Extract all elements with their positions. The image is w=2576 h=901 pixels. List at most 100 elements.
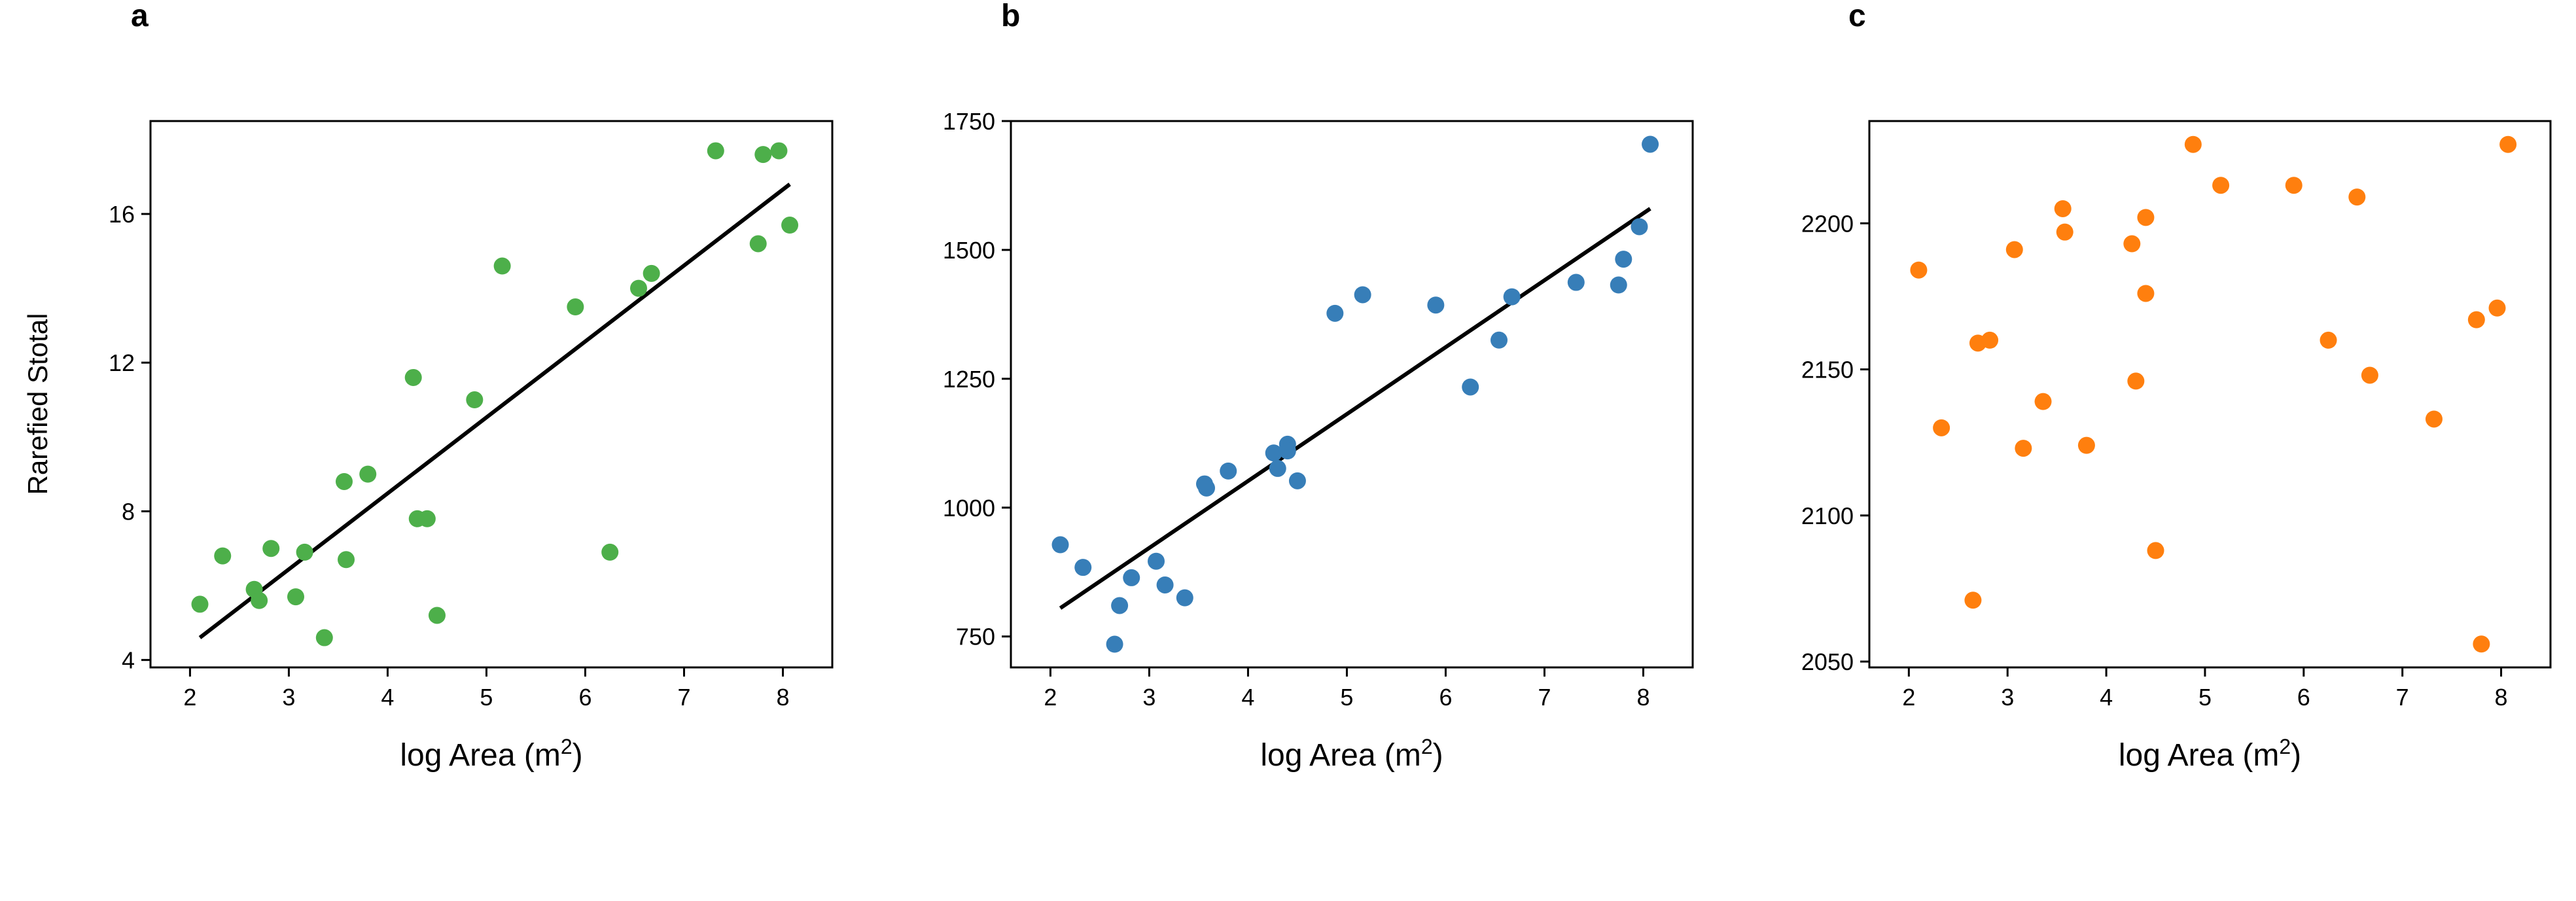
x-tick-label: 6	[2297, 684, 2310, 711]
data-point	[418, 510, 436, 527]
plot-frame	[1868, 120, 2552, 669]
x-tick-label: 7	[677, 684, 690, 711]
data-point	[1933, 419, 1950, 436]
data-point	[2123, 235, 2141, 253]
data-point	[1147, 552, 1165, 570]
y-tick-label: 2200	[1801, 210, 1854, 237]
data-point	[643, 264, 660, 282]
data-point	[338, 551, 355, 569]
data-point	[1491, 331, 1508, 349]
data-point	[1503, 288, 1521, 306]
trend-line	[198, 183, 791, 639]
data-point	[251, 592, 268, 609]
data-point	[2467, 311, 2485, 328]
data-point	[2473, 635, 2490, 653]
data-point	[2005, 241, 2023, 258]
data-point	[214, 547, 232, 565]
x-tick-label: 4	[2100, 684, 2113, 711]
data-point	[2137, 285, 2155, 302]
data-point	[2015, 440, 2032, 457]
panel-b: b 2 3 4 5 6 7 8 750 1000 1250 1500 1750 log Area (m2)	[943, 0, 1694, 773]
panel-c: c 2 3 4 5 6 7 8 2050 2100 2150 2200 log Area (m2)	[1801, 0, 2552, 773]
y-tick-label: 12	[109, 349, 135, 376]
y-tick-label: 2050	[1801, 648, 1854, 675]
y-tick-label: 1250	[943, 366, 995, 393]
panel-letter: c	[1848, 0, 1866, 33]
data-point	[749, 235, 767, 253]
y-tick-label: 4	[122, 647, 135, 674]
y-tick-label: 1750	[943, 108, 995, 135]
x-axis-label: log Area (m2)	[400, 735, 582, 773]
data-point	[567, 298, 584, 316]
plot-frame	[1010, 120, 1694, 669]
data-point	[2056, 223, 2073, 241]
data-point	[2425, 410, 2443, 428]
data-point	[2348, 188, 2366, 206]
x-tick-label: 3	[2001, 684, 2014, 711]
data-point	[296, 543, 313, 561]
data-point	[707, 142, 724, 160]
panel-letter: b	[1001, 0, 1020, 33]
y-tick-label: 2100	[1801, 503, 1854, 529]
x-tick-label: 6	[578, 684, 591, 711]
x-tick-label: 4	[381, 684, 394, 711]
data-point	[2054, 200, 2072, 217]
data-point	[2184, 135, 2202, 153]
x-tick-label: 5	[2198, 684, 2212, 711]
data-point	[1074, 559, 1092, 576]
data-point	[1111, 597, 1129, 614]
y-tick-label: 750	[956, 624, 995, 650]
data-point	[1265, 444, 1282, 462]
data-point	[262, 540, 280, 557]
y-tick-label: 1000	[943, 495, 995, 521]
data-point	[1631, 218, 1648, 236]
data-point	[2147, 542, 2164, 559]
x-axis-label: log Area (m2)	[1260, 735, 1443, 773]
data-point	[1462, 378, 1479, 396]
x-tick-label: 2	[183, 684, 196, 711]
data-point	[1427, 296, 1445, 314]
data-point	[1051, 536, 1069, 554]
data-point	[1642, 135, 1659, 153]
x-tick-label: 7	[2396, 684, 2409, 711]
data-point	[1269, 459, 1286, 477]
x-tick-label: 2	[1902, 684, 1915, 711]
data-point	[2499, 135, 2517, 153]
data-point	[1326, 304, 1344, 322]
x-tick-label: 2	[1044, 684, 1057, 711]
x-tick-label: 4	[1241, 684, 1254, 711]
data-point	[404, 368, 422, 386]
data-point	[1981, 331, 1999, 349]
data-point	[2285, 177, 2303, 194]
x-tick-label: 8	[776, 684, 789, 711]
data-point	[601, 543, 619, 561]
y-axis-label: Rarefied Stotal	[22, 313, 53, 495]
data-point	[2320, 331, 2337, 349]
data-point	[1964, 592, 1982, 609]
data-point	[630, 279, 648, 297]
y-tick-label: 16	[109, 201, 135, 228]
data-point	[1220, 462, 1237, 480]
data-point	[770, 142, 788, 160]
x-tick-label: 8	[1636, 684, 1650, 711]
data-point	[1106, 635, 1123, 653]
data-point	[1279, 442, 1296, 460]
x-tick-label: 5	[1340, 684, 1353, 711]
data-point	[1910, 261, 1928, 279]
data-point	[1156, 576, 1174, 593]
data-point	[2488, 299, 2506, 317]
y-tick-label: 1500	[943, 237, 995, 264]
data-point	[1176, 589, 1193, 607]
trend-line	[1059, 207, 1651, 610]
data-point	[2034, 393, 2052, 410]
panel-a: a 2 3 4 5 6 7 8 4 8 12 16 log Area (m2) Rarefied Stot…	[22, 0, 834, 773]
plot-frame	[149, 120, 834, 669]
x-tick-label: 8	[2495, 684, 2508, 711]
data-point	[191, 595, 209, 613]
x-axis-label: log Area (m2)	[2119, 735, 2301, 773]
data-point	[2077, 436, 2095, 454]
data-point	[1354, 286, 1371, 304]
x-tick-label: 3	[282, 684, 295, 711]
data-point	[335, 472, 353, 490]
data-point	[315, 629, 333, 646]
